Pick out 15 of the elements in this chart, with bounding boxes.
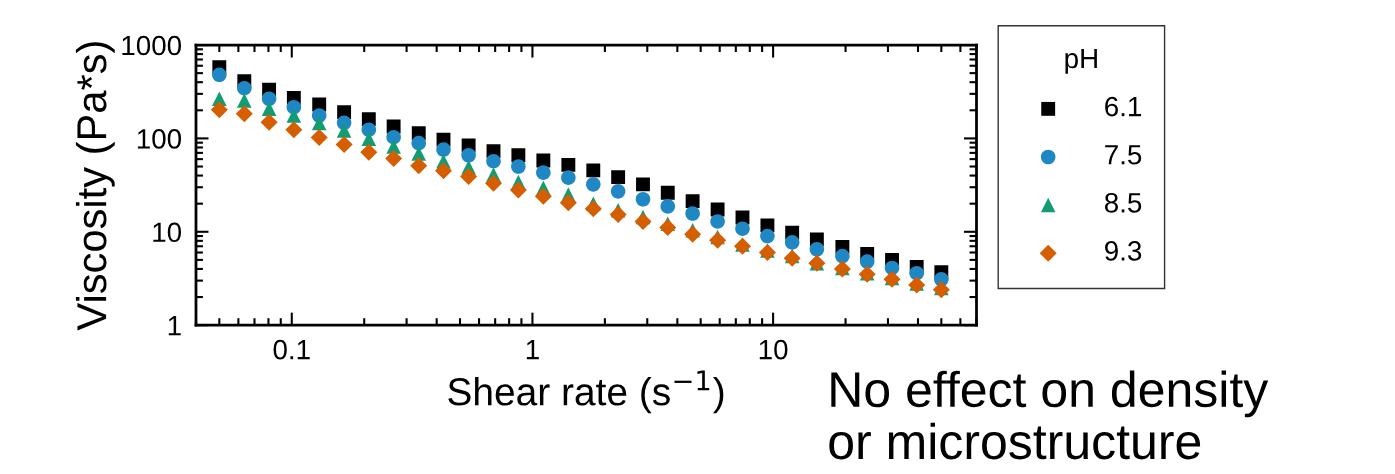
y-tick-label: 10 [153, 222, 182, 243]
x-tick-label: 0.1 [273, 339, 310, 360]
y-axis-title: Viscosity (Pa*s) [75, 42, 115, 331]
legend-title: pH [1065, 48, 1097, 74]
x-tick-label: 1 [526, 340, 539, 360]
legend-label: 8.5 [1104, 192, 1142, 213]
y-tick-label: 100 [137, 129, 182, 149]
text: No effect on density or microstructure [829, 370, 1269, 460]
x-axis-title: Shear rate (s$^{−1}$) [448, 370, 724, 414]
x-tick-label: 10 [759, 339, 788, 360]
legend-label: 9.3 [1105, 241, 1142, 261]
legend-label: 7.5 [1105, 145, 1142, 165]
y-tick-label: 1 [168, 316, 181, 336]
y-tick-label: 1000 [122, 35, 182, 56]
legend-label: 6.1 [1105, 96, 1142, 117]
